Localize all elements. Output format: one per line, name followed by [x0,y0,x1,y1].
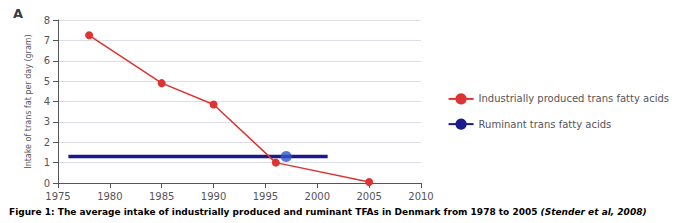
svg-text:7: 7 [44,35,50,46]
svg-text:2005: 2005 [356,191,381,202]
svg-text:Figure 1: The average intake o: Figure 1: The average intake of industri… [9,207,537,217]
svg-text:2000: 2000 [305,191,330,202]
svg-text:5: 5 [44,76,50,87]
svg-text:1985: 1985 [149,191,174,202]
svg-text:Intake of trans fat per day (g: Intake of trans fat per day (gram) [24,34,33,168]
svg-text:A: A [13,6,23,21]
svg-text:3: 3 [44,116,50,127]
svg-text:4: 4 [44,96,50,107]
svg-text:1995: 1995 [253,191,278,202]
svg-text:(Stender et al, 2008): (Stender et al, 2008) [541,207,647,217]
svg-text:2: 2 [44,137,50,148]
svg-text:2010: 2010 [408,191,433,202]
svg-text:6: 6 [44,55,50,66]
svg-text:1: 1 [44,157,50,168]
svg-text:1990: 1990 [201,191,226,202]
svg-text:1975: 1975 [45,191,70,202]
svg-text:Ruminant trans fatty acids: Ruminant trans fatty acids [479,119,612,130]
svg-text:Industrially produced trans fa: Industrially produced trans fatty acids [479,93,669,104]
svg-text:1980: 1980 [97,191,122,202]
svg-text:8: 8 [44,15,50,26]
svg-text:0: 0 [44,178,50,189]
